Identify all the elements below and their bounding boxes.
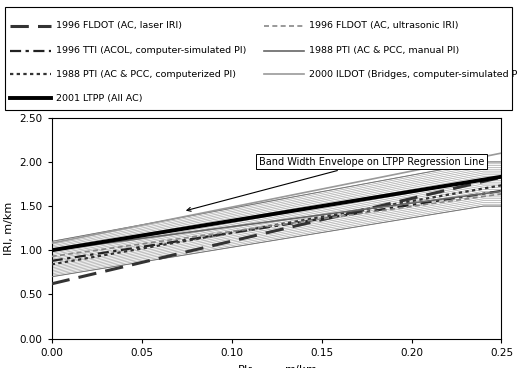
1996 FLDOT (AC, laser IRI) — [315, 219, 321, 223]
1996 FLDOT (AC, laser IRI) — [457, 185, 463, 190]
1988 PTI (AC & PCC, computerized PI) — [457, 191, 463, 195]
1996 FLDOT (AC, ultrasonic IRI) — [457, 198, 463, 202]
1996 TTI (ACOL, computer-simulated PI) — [498, 189, 505, 193]
2000 ILDOT (Bridges, computer-simulated PI) — [498, 151, 505, 155]
2001 LTPP (All AC) — [50, 248, 56, 252]
2001 LTPP (All AC) — [49, 248, 55, 252]
1988 PTI (AC & PCC, computerized PI) — [50, 262, 56, 266]
1988 PTI (AC & PCC, manual PI) — [457, 195, 463, 199]
1988 PTI (AC & PCC, manual PI) — [498, 189, 505, 194]
Text: 1996 FLDOT (AC, laser IRI): 1996 FLDOT (AC, laser IRI) — [56, 21, 182, 31]
2001 LTPP (All AC) — [315, 205, 321, 209]
1988 PTI (AC & PCC, computerized PI) — [498, 183, 505, 188]
Text: 1988 PTI (AC & PCC, computerized PI): 1988 PTI (AC & PCC, computerized PI) — [56, 70, 236, 79]
1996 FLDOT (AC, ultrasonic IRI) — [316, 217, 323, 222]
1996 TTI (ACOL, computer-simulated PI) — [50, 258, 56, 263]
1988 PTI (AC & PCC, computerized PI) — [428, 195, 434, 200]
1996 FLDOT (AC, laser IRI) — [498, 175, 505, 179]
2001 LTPP (All AC) — [457, 181, 463, 186]
2001 LTPP (All AC) — [316, 204, 323, 209]
Y-axis label: IRI, m/km: IRI, m/km — [4, 202, 14, 255]
1988 PTI (AC & PCC, computerized PI) — [316, 215, 323, 220]
Text: 2001 LTPP (All AC): 2001 LTPP (All AC) — [56, 93, 142, 103]
2000 ILDOT (Bridges, computer-simulated PI) — [316, 187, 323, 192]
1988 PTI (AC & PCC, manual PI) — [324, 212, 330, 216]
1996 FLDOT (AC, laser IRI) — [50, 281, 56, 286]
1996 TTI (ACOL, computer-simulated PI) — [315, 217, 321, 222]
1988 PTI (AC & PCC, manual PI) — [315, 213, 321, 217]
1996 FLDOT (AC, ultrasonic IRI) — [324, 216, 330, 220]
1996 FLDOT (AC, ultrasonic IRI) — [49, 254, 55, 259]
2000 ILDOT (Bridges, computer-simulated PI) — [428, 165, 434, 169]
2000 ILDOT (Bridges, computer-simulated PI) — [50, 241, 56, 245]
1988 PTI (AC & PCC, computerized PI) — [324, 214, 330, 218]
2001 LTPP (All AC) — [324, 203, 330, 208]
2000 ILDOT (Bridges, computer-simulated PI) — [324, 186, 330, 190]
2001 LTPP (All AC) — [498, 174, 505, 179]
1996 FLDOT (AC, ultrasonic IRI) — [315, 217, 321, 222]
Line: 1996 FLDOT (AC, laser IRI): 1996 FLDOT (AC, laser IRI) — [52, 177, 501, 284]
1988 PTI (AC & PCC, computerized PI) — [49, 262, 55, 266]
1996 FLDOT (AC, laser IRI) — [49, 282, 55, 286]
1996 FLDOT (AC, ultrasonic IRI) — [428, 202, 434, 206]
2000 ILDOT (Bridges, computer-simulated PI) — [457, 159, 463, 164]
Line: 2000 ILDOT (Bridges, computer-simulated PI): 2000 ILDOT (Bridges, computer-simulated … — [52, 153, 501, 243]
Text: 2000 ILDOT (Bridges, computer-simulated PI): 2000 ILDOT (Bridges, computer-simulated … — [309, 70, 517, 79]
1996 FLDOT (AC, laser IRI) — [316, 218, 323, 223]
1996 FLDOT (AC, ultrasonic IRI) — [50, 254, 56, 258]
Line: 2001 LTPP (All AC): 2001 LTPP (All AC) — [52, 177, 501, 250]
2000 ILDOT (Bridges, computer-simulated PI) — [315, 188, 321, 192]
Line: 1996 TTI (ACOL, computer-simulated PI): 1996 TTI (ACOL, computer-simulated PI) — [52, 191, 501, 261]
1988 PTI (AC & PCC, computerized PI) — [315, 215, 321, 220]
1996 TTI (ACOL, computer-simulated PI) — [49, 259, 55, 263]
1988 PTI (AC & PCC, manual PI) — [428, 198, 434, 203]
2000 ILDOT (Bridges, computer-simulated PI) — [49, 241, 55, 245]
Text: 1996 FLDOT (AC, ultrasonic IRI): 1996 FLDOT (AC, ultrasonic IRI) — [309, 21, 459, 31]
Line: 1988 PTI (AC & PCC, manual PI): 1988 PTI (AC & PCC, manual PI) — [52, 191, 501, 250]
1996 TTI (ACOL, computer-simulated PI) — [324, 216, 330, 220]
1996 FLDOT (AC, laser IRI) — [428, 192, 434, 196]
Text: Band Width Envelope on LTPP Regression Line: Band Width Envelope on LTPP Regression L… — [187, 156, 484, 211]
1988 PTI (AC & PCC, manual PI) — [49, 248, 55, 252]
1988 PTI (AC & PCC, manual PI) — [316, 213, 323, 217]
Text: 1988 PTI (AC & PCC, manual PI): 1988 PTI (AC & PCC, manual PI) — [309, 46, 460, 55]
X-axis label: PI$_\mathregular{5-mm}$, m/km: PI$_\mathregular{5-mm}$, m/km — [237, 363, 316, 368]
Text: 1996 TTI (ACOL, computer-simulated PI): 1996 TTI (ACOL, computer-simulated PI) — [56, 46, 246, 55]
2001 LTPP (All AC) — [428, 186, 434, 191]
1996 FLDOT (AC, laser IRI) — [324, 216, 330, 221]
1996 TTI (ACOL, computer-simulated PI) — [316, 217, 323, 222]
Line: 1988 PTI (AC & PCC, computerized PI): 1988 PTI (AC & PCC, computerized PI) — [52, 185, 501, 264]
1988 PTI (AC & PCC, manual PI) — [50, 248, 56, 252]
1996 TTI (ACOL, computer-simulated PI) — [457, 195, 463, 199]
Line: 1996 FLDOT (AC, ultrasonic IRI): 1996 FLDOT (AC, ultrasonic IRI) — [52, 194, 501, 256]
1996 FLDOT (AC, ultrasonic IRI) — [498, 192, 505, 196]
1996 TTI (ACOL, computer-simulated PI) — [428, 199, 434, 204]
